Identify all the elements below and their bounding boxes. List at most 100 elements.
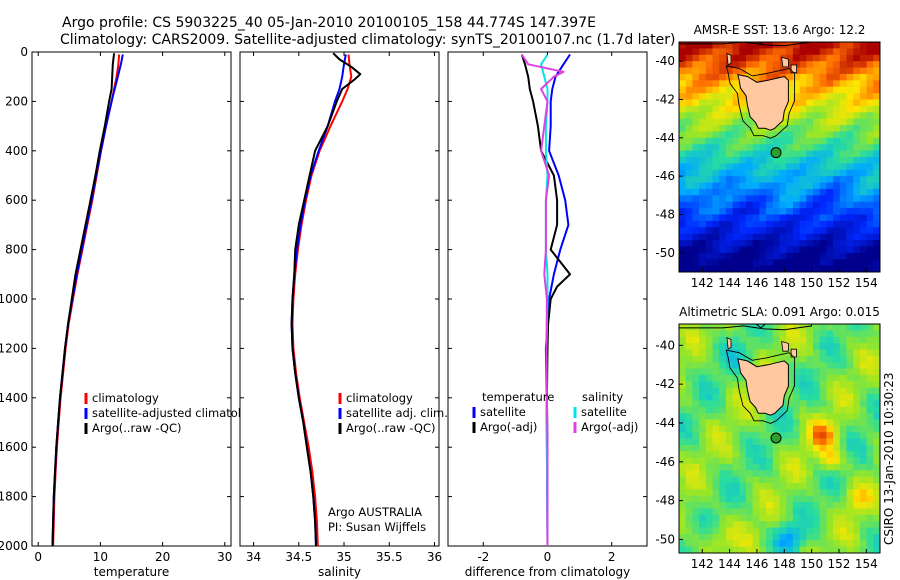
map-cell — [685, 157, 693, 164]
map-cell — [786, 48, 794, 56]
map-cell — [792, 144, 801, 152]
map-cell — [866, 246, 874, 254]
map-cell — [766, 489, 774, 497]
map-cell — [873, 54, 880, 62]
map-cell — [685, 463, 693, 471]
map-cell — [679, 118, 687, 126]
map-cell — [725, 330, 734, 338]
map-cell — [712, 137, 720, 145]
map-cell — [705, 368, 714, 376]
map-cell — [833, 438, 841, 446]
map-cell — [685, 252, 693, 260]
map-cell — [846, 93, 854, 101]
map-cell — [853, 86, 861, 94]
map-cell — [732, 533, 740, 541]
map-cell — [806, 182, 814, 190]
map-cell — [692, 514, 700, 522]
map-cell — [799, 169, 807, 177]
map-cell — [859, 438, 868, 446]
map-cell — [699, 393, 707, 401]
map-cell — [719, 457, 727, 465]
map-cell — [792, 42, 801, 49]
map-cell — [685, 233, 693, 241]
map-cell — [853, 195, 861, 203]
map-cell — [779, 355, 787, 363]
map-cell — [873, 508, 880, 516]
map-cell — [859, 476, 868, 484]
map-cell — [819, 514, 827, 522]
map-cell — [846, 73, 854, 81]
map-cell — [873, 131, 880, 139]
map-cell — [859, 201, 868, 209]
map-cell — [679, 393, 687, 401]
map-cell — [819, 220, 827, 228]
map-cell — [679, 265, 687, 272]
map-cell — [846, 546, 854, 553]
map-cell — [799, 259, 807, 267]
map-cell — [779, 265, 787, 272]
map-cell — [739, 521, 747, 529]
map-cell — [826, 533, 834, 541]
map-cell — [752, 470, 760, 478]
map-cell — [712, 227, 720, 235]
map-cell — [732, 502, 740, 510]
map-cell — [853, 157, 861, 164]
map-cell — [846, 233, 854, 241]
map-cell — [846, 169, 854, 177]
map-cell — [819, 208, 827, 216]
map-cell — [792, 330, 801, 338]
map-cell — [746, 220, 754, 228]
map-cell — [759, 188, 767, 196]
map-cell — [705, 374, 714, 382]
map-cell — [692, 188, 700, 196]
map-cell — [806, 246, 814, 254]
map-cell — [759, 324, 767, 331]
map-cell — [799, 86, 807, 94]
map-cell — [799, 330, 807, 338]
map-cell — [839, 502, 848, 510]
map-cell — [752, 131, 760, 139]
depth-contour — [725, 65, 796, 139]
map-cell — [699, 425, 707, 433]
map-cell — [752, 444, 760, 452]
y-tick-label: -48 — [655, 494, 675, 508]
map-cell — [746, 463, 754, 471]
map-cell — [705, 483, 714, 490]
map-cell — [826, 540, 834, 548]
map-cell — [699, 195, 707, 203]
map-cell — [833, 112, 841, 120]
map-cell — [833, 381, 841, 389]
map-cell — [692, 54, 700, 62]
map-cell — [766, 527, 774, 535]
map-cell — [679, 157, 687, 164]
map-cell — [786, 86, 794, 94]
map-cell — [866, 150, 874, 158]
map-cell — [746, 508, 754, 516]
map-cell — [739, 381, 747, 389]
map-cell — [732, 425, 740, 433]
map-cell — [799, 246, 807, 254]
map-cell — [833, 533, 841, 541]
map-cell — [732, 144, 740, 152]
map-cell — [833, 259, 841, 267]
map-cell — [739, 336, 747, 344]
map-cell — [712, 131, 720, 139]
map-cell — [685, 176, 693, 184]
map-cell — [799, 220, 807, 228]
map-cell — [752, 495, 760, 503]
map-cell — [685, 93, 693, 101]
map-cell — [813, 99, 821, 107]
map-cell — [766, 252, 774, 260]
map-cell — [846, 419, 854, 427]
x-tick-label: 146 — [745, 276, 768, 290]
map-cell — [786, 169, 794, 177]
map-cell — [799, 233, 807, 241]
map-cell — [725, 163, 734, 171]
map-cell — [846, 176, 854, 184]
map-cell — [839, 163, 848, 171]
map-cell — [732, 508, 740, 516]
map-cell — [846, 67, 854, 75]
map-cell — [873, 144, 880, 152]
map-cell — [813, 176, 821, 184]
map-cell — [752, 61, 760, 69]
